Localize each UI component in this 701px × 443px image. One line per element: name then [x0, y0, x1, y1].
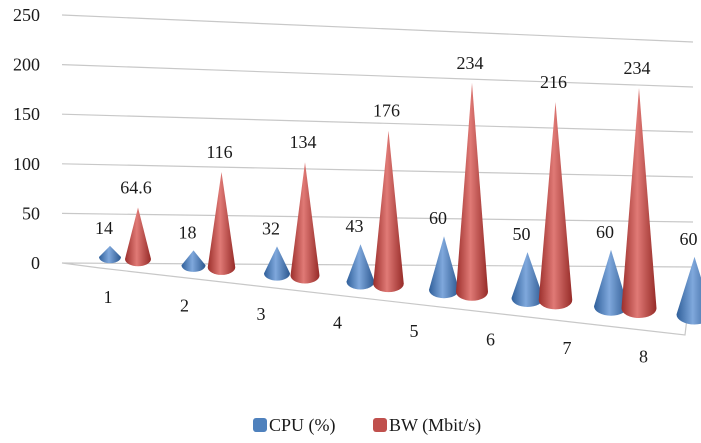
data-label-cpu: 60 — [429, 208, 447, 228]
y-axis-tick-labels: 0 50 100 150 200 250 — [13, 5, 40, 273]
x-tick-label: 6 — [486, 330, 495, 350]
data-label-cpu: 60 — [680, 229, 698, 249]
cone-cpu — [511, 252, 544, 307]
y-tick-label: 200 — [13, 55, 40, 75]
legend: CPU (%) BW (Mbit/s) — [253, 415, 481, 436]
data-label-cpu: 50 — [513, 224, 531, 244]
x-tick-label: 5 — [410, 321, 419, 341]
y-tick-label: 250 — [13, 5, 40, 25]
cone-cpu — [264, 246, 290, 281]
data-label-cpu: 43 — [346, 216, 364, 236]
cone-bw — [373, 130, 404, 293]
cone-cpu — [346, 244, 375, 290]
data-cones — [99, 82, 701, 325]
y-tick-label: 100 — [13, 154, 40, 174]
legend-label: BW (Mbit/s) — [389, 415, 481, 436]
cone-bw — [290, 162, 320, 284]
legend-swatch — [253, 418, 267, 432]
gridline — [61, 212, 694, 223]
gridlines — [61, 14, 694, 223]
y-tick-label: 0 — [31, 253, 40, 273]
x-tick-label: 7 — [563, 338, 572, 358]
data-labels: 1464.61811632134431766023450216602346023… — [95, 53, 698, 249]
cone-cpu — [594, 249, 628, 316]
cone-cpu — [99, 245, 121, 264]
data-label-bw: 64.6 — [120, 178, 152, 198]
cone-bw — [456, 82, 488, 301]
data-label-cpu: 14 — [95, 218, 113, 238]
x-tick-label: 2 — [180, 296, 189, 316]
y-tick-label: 150 — [13, 104, 40, 124]
legend-swatch — [373, 418, 387, 432]
cone-bw — [621, 88, 657, 319]
x-tick-label: 1 — [104, 287, 113, 307]
cone-bw — [207, 171, 236, 275]
data-label-cpu: 60 — [596, 222, 614, 242]
data-label-bw: 216 — [540, 72, 567, 92]
x-tick-label: 3 — [257, 304, 266, 324]
data-label-bw: 134 — [290, 132, 317, 152]
gridline — [61, 64, 694, 88]
cone-cpu — [429, 236, 459, 299]
data-label-bw: 176 — [373, 101, 400, 121]
cone-cpu — [676, 256, 701, 325]
data-label-bw: 116 — [206, 142, 232, 162]
cone-cpu — [181, 250, 206, 272]
cone-bw — [125, 207, 151, 267]
data-label-cpu: 32 — [262, 218, 280, 238]
gridline — [61, 163, 694, 178]
gridline — [61, 113, 694, 133]
x-tick-label: 4 — [333, 313, 342, 333]
x-tick-label: 8 — [639, 347, 648, 367]
x-axis-tick-labels: 1 2 3 4 5 6 7 8 — [104, 287, 649, 367]
y-tick-label: 50 — [22, 203, 40, 223]
data-label-bw: 234 — [624, 58, 651, 78]
gridline — [61, 14, 694, 43]
data-label-bw: 234 — [457, 53, 484, 73]
legend-label: CPU (%) — [269, 415, 336, 436]
data-label-cpu: 18 — [179, 222, 197, 242]
cone-bw — [538, 101, 573, 310]
